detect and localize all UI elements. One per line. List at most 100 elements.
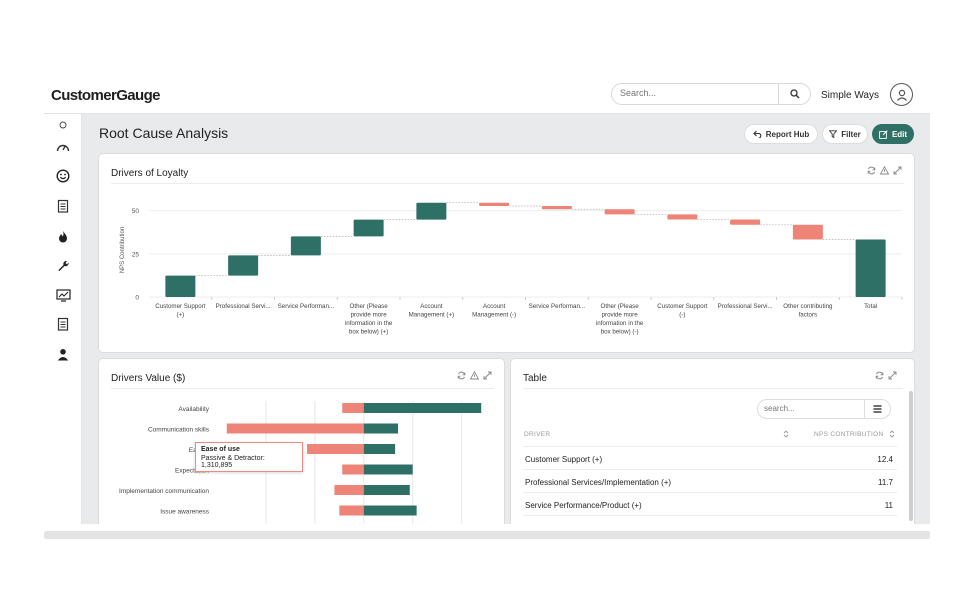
report-hub-label: Report Hub [765,129,810,139]
app-logo[interactable]: CustomerGauge [51,87,160,104]
value-bar [307,444,364,454]
x-tick-label: box below) (+) [349,329,388,336]
nps-contribution-cell: 11.7 [878,478,893,487]
dot-icon [59,121,67,129]
top-bar: CustomerGauge Simple Ways [44,78,930,114]
document-icon [57,317,69,331]
search-button[interactable] [778,84,810,104]
x-tick-label: Total [864,303,877,310]
table-menu-button[interactable] [864,400,890,418]
x-tick-label: Account [483,303,506,310]
y-tick-label: Communication skills [148,427,210,434]
app-window: CustomerGauge Simple Ways [44,78,930,524]
search-input[interactable] [620,88,770,98]
x-tick-label: (-) [679,312,685,319]
value-bar [363,423,399,434]
edit-button[interactable]: Edit [872,124,914,144]
waterfall-bar [165,275,196,297]
expand-icon[interactable] [888,371,897,380]
sidebar-item-settings[interactable] [52,255,74,277]
column-header-nps-contribution[interactable]: NPS CONTRIBUTION [814,431,884,438]
waterfall-bar [416,202,447,220]
column-header-driver[interactable]: DRIVER [524,431,551,438]
table-scrollbar[interactable] [909,391,913,521]
card-title: Table [523,373,547,384]
horizontal-scrollbar[interactable] [44,531,930,539]
sidebar-item-reports[interactable] [52,284,74,306]
clipboard-icon [57,199,69,213]
y-tick-label: 0 [135,295,139,302]
header-divider [523,446,897,447]
x-tick-label: Management (-) [472,312,516,319]
waterfall-bar [855,239,886,297]
table-row[interactable]: Customer Support (+) 12.4 [523,448,897,470]
table-search[interactable] [757,399,891,419]
value-bar [226,423,364,434]
divider [111,183,904,184]
drivers-of-loyalty-card: Drivers of Loyalty 0 25 50 NPS Contribution… [98,153,915,353]
expand-icon[interactable] [893,166,902,175]
filter-button[interactable]: Filter [822,124,868,144]
global-search[interactable] [611,83,811,105]
x-tick-label: information in the [596,320,644,327]
value-bar [339,505,364,516]
x-tick-label: Professional Servi... [216,303,271,310]
sidebar-item-surveys[interactable] [52,195,74,217]
driver-cell: Customer Support (+) [525,455,603,464]
warning-icon[interactable] [880,166,889,175]
user-name[interactable]: Simple Ways [821,90,879,101]
funnel-icon [829,130,838,138]
warning-icon[interactable] [470,371,479,380]
y-tick-label: Expectation [175,468,209,475]
card-tools [867,166,902,175]
sidebar-item-users[interactable] [52,343,74,365]
edit-icon [879,129,888,139]
report-hub-button[interactable]: Report Hub [744,124,818,144]
value-bar [363,464,413,475]
chart-tooltip: Ease of use Passive & Detractor: 1,310,8… [195,442,303,472]
refresh-icon[interactable] [457,371,466,380]
waterfall-bar [667,214,698,220]
x-tick-label: Other contributing [783,303,833,310]
sort-icon[interactable] [889,430,895,438]
menu-icon [873,405,882,413]
driver-cell: Professional Services/Implementation (+) [525,478,672,487]
page-title: Root Cause Analysis [99,125,229,141]
sort-icon[interactable] [783,430,789,438]
divider [523,388,903,389]
value-bar [363,485,410,495]
waterfall-bar [228,255,259,276]
user-avatar[interactable] [890,83,913,106]
tooltip-label: Passive & Detractor: 1,310,895 [201,455,265,469]
tooltip-title: Ease of use [201,446,240,453]
driver-cell: Service Performance/Product (+) [525,501,642,510]
filter-label: Filter [841,129,861,139]
sidebar-item-feedback[interactable] [52,165,74,187]
sidebar-item-alerts[interactable] [52,225,74,247]
value-bar [363,444,396,454]
x-tick-label: provide more [602,312,639,319]
refresh-icon[interactable] [875,371,884,380]
wrench-icon [58,260,69,271]
waterfall-bar [290,236,321,256]
table-row[interactable]: Professional Services/Implementation (+)… [523,471,897,493]
x-tick-label: factors [799,312,818,319]
sidebar-item-home[interactable] [52,114,74,136]
y-tick-label: 50 [132,208,140,215]
y-tick-label: Availability [178,406,209,413]
waterfall-bar [730,219,761,225]
value-bar [334,485,364,495]
sidebar-item-documents[interactable] [52,313,74,335]
table-search-input[interactable] [764,404,860,413]
sidebar-item-dashboard[interactable] [52,136,74,158]
nps-contribution-cell: 12.4 [877,455,893,464]
table-row[interactable]: Service Performance/Product (+) 11 [523,494,897,516]
expand-icon[interactable] [483,371,492,380]
refresh-icon[interactable] [867,166,876,175]
x-tick-label: (+) [177,312,185,319]
x-tick-label: Management (+) [409,312,455,319]
value-bar [342,464,364,475]
waterfall-bar [353,219,384,237]
waterfall-bar [792,224,823,240]
